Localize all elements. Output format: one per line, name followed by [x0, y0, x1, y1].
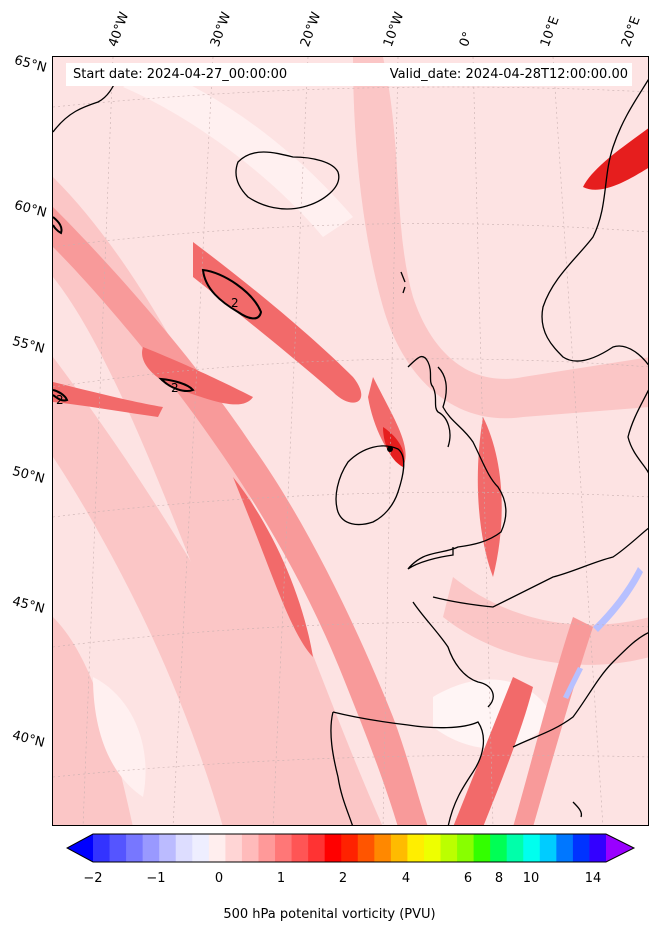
pv2-contour	[53, 389, 69, 402]
colorbar-cell	[357, 834, 375, 862]
lon-label: 10°E	[537, 14, 563, 50]
pv-band	[353, 57, 648, 419]
pv-filament	[233, 477, 313, 657]
colorbar-tick: 1	[276, 871, 286, 886]
pv-filament	[453, 677, 533, 825]
lat-label: 55°N	[10, 334, 47, 357]
colorbar-cell	[423, 834, 442, 862]
pv-low-patch	[93, 677, 146, 797]
colorbar-cell	[308, 834, 326, 862]
colorbar	[66, 833, 636, 863]
colorbar-cell	[159, 834, 177, 862]
pv-band	[53, 617, 133, 825]
colorbar-cell	[126, 834, 144, 862]
colorbar-cell	[175, 834, 193, 862]
contour-label: 2	[171, 381, 179, 395]
pv-low-patch	[123, 67, 353, 237]
colorbar-cell	[390, 834, 408, 862]
lat-label: 50°N	[10, 464, 47, 487]
colorbar-cell	[539, 834, 557, 862]
colorbar-tick: 8	[494, 871, 504, 886]
colorbar-cell	[192, 834, 210, 862]
colorbar-cell	[208, 834, 226, 862]
station-dot	[387, 446, 393, 452]
colorbar-cell	[341, 834, 359, 862]
contour-label: 2	[231, 296, 239, 310]
pv-filament	[477, 417, 502, 577]
start-date: Start date: 2024-04-27_00:00:00	[73, 67, 288, 82]
colorbar-cell	[457, 834, 475, 862]
colorbar-tick: 4	[401, 871, 411, 886]
pv-maximum	[583, 128, 648, 190]
lat-label: 40°N	[10, 728, 47, 751]
colorbar-cell	[490, 834, 508, 862]
colorbar-cell	[109, 834, 127, 862]
pv-filament	[513, 617, 593, 825]
colorbar-cell	[291, 834, 309, 862]
pv2-contour	[53, 216, 63, 235]
graticule	[53, 57, 648, 825]
colorbar-extend-min	[67, 834, 93, 862]
colorbar-cell	[324, 834, 342, 862]
coastlines	[53, 76, 648, 825]
colorbar-tick: −1	[146, 871, 166, 886]
colorbar-tick: 10	[522, 871, 540, 886]
lon-label: 40°W	[105, 10, 133, 49]
colorbar-cell	[407, 834, 425, 862]
colorbar-cell	[440, 834, 458, 862]
pv-filament	[53, 207, 428, 825]
colorbar-cell	[241, 834, 259, 862]
lon-label: 20°E	[618, 14, 644, 50]
date-header: Start date: 2024-04-27_00:00:00 Valid_da…	[66, 63, 632, 86]
colorbar-cell	[589, 834, 607, 862]
pv2-contour	[158, 377, 195, 392]
colorbar-tick: 2	[338, 871, 348, 886]
valid-date: Valid_date: 2024-04-28T12:00:00.00	[389, 67, 628, 82]
pv-negative	[593, 567, 643, 632]
colorbar-cell	[275, 834, 293, 862]
colorbar-tick: 6	[463, 871, 473, 886]
pv-band	[443, 577, 648, 665]
colorbar-cell	[225, 834, 243, 862]
lat-label: 45°N	[10, 594, 47, 617]
colorbar-cell	[572, 834, 590, 862]
colorbar-cell	[506, 834, 524, 862]
map-panel: 2 2 2	[52, 56, 649, 826]
pv2-contour	[201, 268, 263, 320]
colorbar-tick: 14	[584, 871, 602, 886]
pv-filament	[142, 347, 253, 405]
pv-negative	[563, 667, 583, 699]
pv-band	[53, 357, 293, 825]
colorbar-extend-max	[606, 834, 634, 862]
pv-filament	[53, 382, 163, 417]
lat-label: 60°N	[12, 198, 49, 221]
lon-label: 10°W	[380, 10, 408, 49]
colorbar-cell	[523, 834, 541, 862]
colorbar-cell	[556, 834, 574, 862]
lat-label: 65°N	[12, 53, 49, 76]
colorbar-cell	[258, 834, 276, 862]
pv-field-map: 2 2 2	[53, 57, 648, 825]
colorbar-tick: 0	[214, 871, 224, 886]
colorbar-cell	[374, 834, 392, 862]
colorbar-cell	[473, 834, 491, 862]
lon-label: 30°W	[207, 10, 235, 49]
lon-label: 0°	[456, 29, 477, 49]
colorbar-tick: −2	[83, 871, 103, 886]
lon-label: 20°W	[297, 10, 325, 49]
contour-label: 2	[56, 393, 64, 407]
colorbar-title: 500 hPa potenital vorticity (PVU)	[223, 907, 436, 922]
colorbar-cell	[142, 834, 160, 862]
colorbar-cell	[93, 834, 111, 862]
